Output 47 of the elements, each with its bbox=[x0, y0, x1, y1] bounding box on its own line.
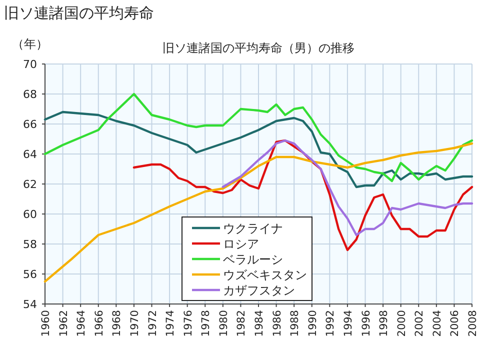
x-tick-label: 1976 bbox=[182, 310, 194, 337]
legend-label: ウクライナ bbox=[223, 222, 283, 236]
x-tick-label: 2008 bbox=[467, 310, 479, 337]
y-tick-label: 56 bbox=[23, 268, 37, 281]
chart-title: 旧ソ連諸国の平均寿命 bbox=[4, 4, 154, 22]
line-series bbox=[44, 142, 474, 283]
y-tick-label: 58 bbox=[23, 238, 37, 251]
x-tick-label: 1962 bbox=[58, 310, 70, 337]
x-tick-label: 1998 bbox=[378, 310, 390, 337]
x-tick-label: 1984 bbox=[254, 310, 266, 337]
chart-subtitle: 旧ソ連諸国の平均寿命（男）の推移 bbox=[162, 41, 354, 55]
legend-label: ベラルーシ bbox=[223, 252, 283, 266]
x-tick-label: 1974 bbox=[164, 310, 177, 337]
y-tick-label: 60 bbox=[23, 208, 37, 221]
x-tick-label: 1990 bbox=[306, 310, 319, 337]
x-tick-label: 1978 bbox=[200, 310, 212, 337]
y-tick-label: 62 bbox=[23, 178, 37, 191]
x-tick-label: 1994 bbox=[342, 310, 354, 337]
y-tick-label: 54 bbox=[23, 298, 37, 311]
legend-label: ロシア bbox=[223, 237, 259, 251]
x-tick-label: 1970 bbox=[128, 310, 141, 337]
x-tick-label: 1982 bbox=[236, 310, 248, 337]
x-tick-label: 1964 bbox=[76, 310, 88, 337]
y-tick-label: 70 bbox=[23, 58, 37, 71]
x-tick-label: 2004 bbox=[431, 310, 444, 337]
line-series bbox=[132, 139, 474, 252]
legend-label: カザフスタン bbox=[223, 284, 295, 298]
y-tick-label: 66 bbox=[23, 118, 37, 131]
x-tick-label: 1986 bbox=[271, 310, 284, 337]
x-tick-label: 1966 bbox=[93, 310, 106, 337]
x-tick-label: 1972 bbox=[146, 310, 159, 337]
line-series bbox=[44, 92, 474, 182]
x-tick-label: 1992 bbox=[324, 310, 337, 337]
x-tick-label: 2002 bbox=[414, 310, 426, 337]
line-series bbox=[222, 139, 474, 236]
x-tick-label: 2006 bbox=[449, 310, 462, 337]
legend-label: ウズベキスタン bbox=[223, 268, 307, 282]
y-tick-label: 68 bbox=[23, 88, 37, 101]
x-tick-label: 1996 bbox=[360, 310, 372, 337]
line-series bbox=[44, 110, 474, 188]
y-tick-label: 64 bbox=[23, 148, 37, 161]
x-tick-label: 1960 bbox=[40, 310, 52, 337]
y-axis-title: （年） bbox=[12, 37, 48, 51]
x-tick-label: 1988 bbox=[289, 310, 302, 337]
x-tick-label: 1968 bbox=[111, 310, 124, 337]
x-tick-label: 1980 bbox=[218, 310, 230, 337]
x-tick-label: 2000 bbox=[396, 310, 408, 337]
